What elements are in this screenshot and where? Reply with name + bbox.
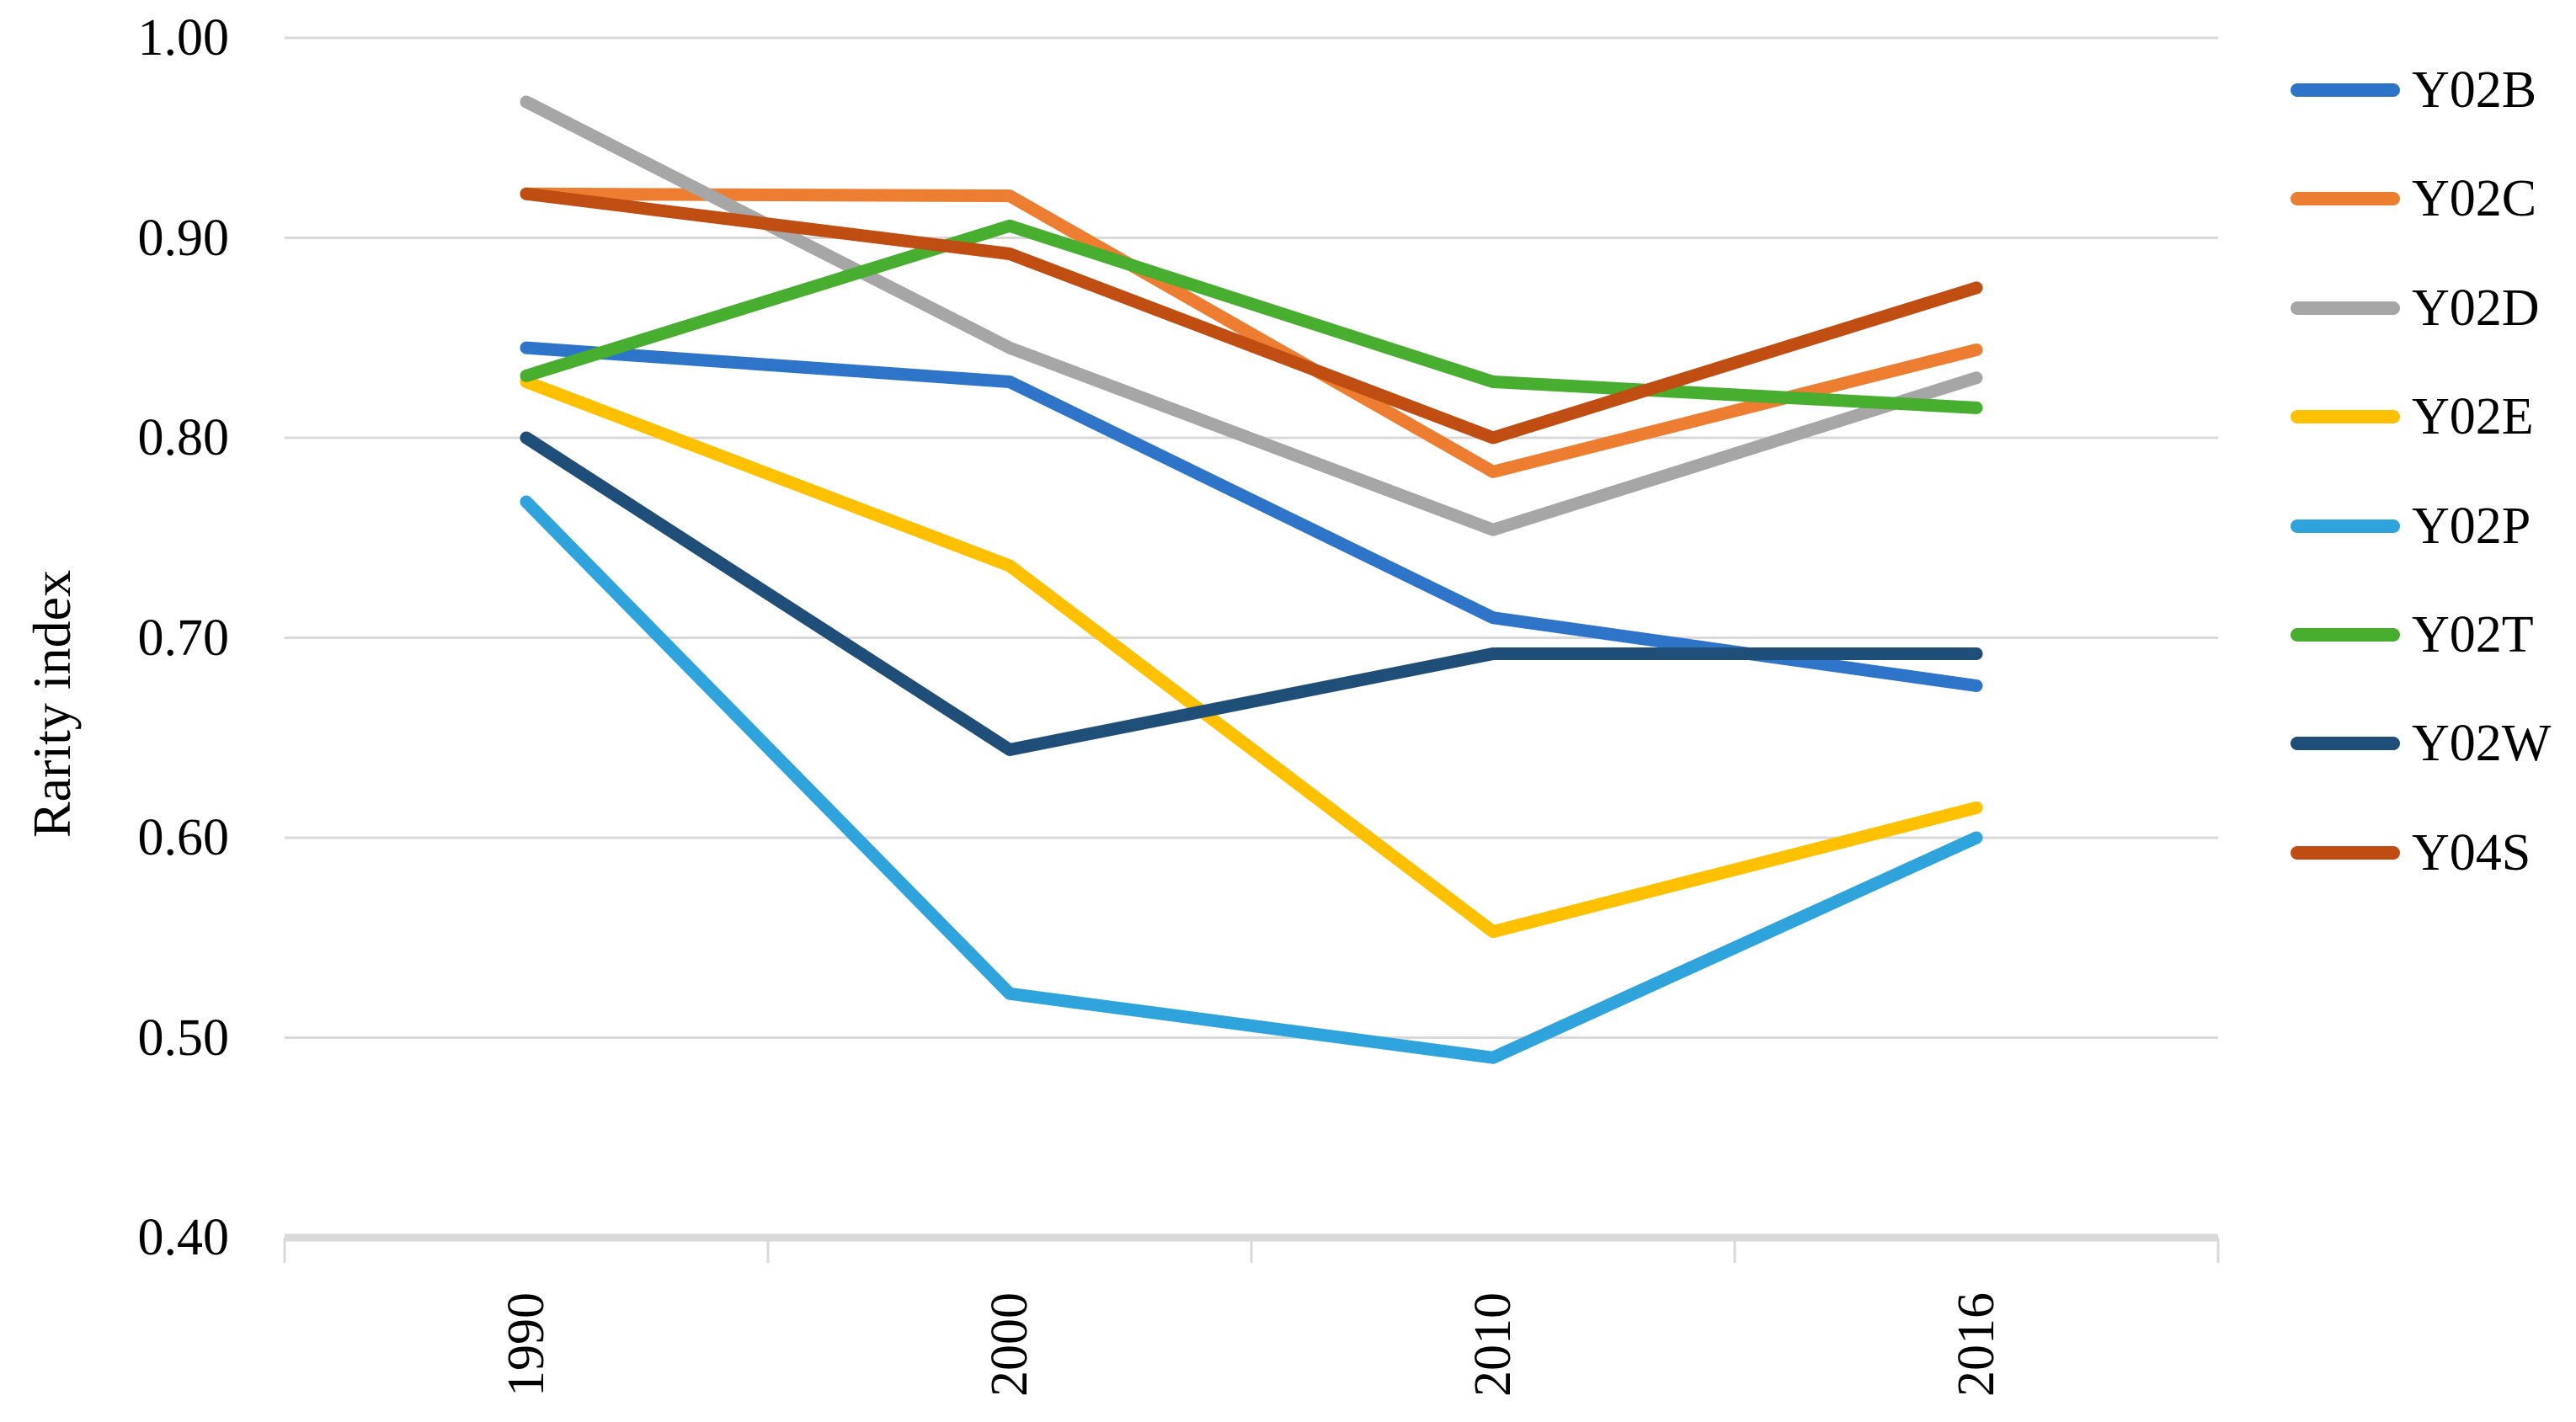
series-line-Y02W	[520, 431, 1983, 756]
legend-item-Y02D: Y02D	[2291, 282, 2540, 334]
y-tick-label: 0.40	[137, 1209, 230, 1266]
legend-swatch-Y02B	[2291, 83, 2400, 97]
legend-swatch-Y04S	[2291, 845, 2400, 860]
y-tick-label: 1.00	[137, 9, 230, 67]
y-tick-label: 0.90	[137, 209, 230, 267]
series-line-Y02P	[520, 495, 1983, 1064]
legend-label: Y02D	[2412, 279, 2540, 337]
legend-item-Y02E: Y02E	[2291, 391, 2534, 443]
y-tick-label: 0.70	[137, 609, 230, 667]
legend-item-Y02C: Y02C	[2291, 173, 2536, 225]
legend-swatch-Y02W	[2291, 737, 2400, 751]
legend-item-Y02W: Y02W	[2291, 717, 2551, 770]
series-line-Y04S	[520, 187, 1983, 445]
x-tick-label: 2010	[1464, 1292, 1522, 1397]
legend-item-Y02B: Y02B	[2291, 64, 2536, 116]
legend-label: Y04S	[2412, 823, 2531, 881]
legend-swatch-Y02P	[2291, 519, 2400, 533]
legend-label: Y02B	[2412, 61, 2537, 119]
legend-swatch-Y02E	[2291, 410, 2400, 424]
legend-label: Y02E	[2412, 388, 2534, 446]
legend-swatch-Y02T	[2291, 628, 2400, 642]
legend-label: Y02C	[2412, 170, 2537, 228]
y-tick-label: 0.50	[137, 1009, 230, 1067]
legend-item-Y02P: Y02P	[2291, 500, 2531, 552]
legend-label: Y02W	[2412, 715, 2552, 773]
y-tick-label: 0.80	[137, 409, 230, 466]
x-tick-label: 1990	[498, 1292, 555, 1397]
y-tick-label: 0.60	[137, 809, 230, 866]
series-line-Y02T	[520, 219, 1983, 414]
x-tick-label: 2000	[981, 1292, 1038, 1397]
legend-item-Y02T: Y02T	[2291, 609, 2534, 661]
legend-label: Y02T	[2412, 606, 2534, 663]
legend-item-Y04S: Y04S	[2291, 827, 2531, 879]
x-tick-label: 2016	[1948, 1292, 2005, 1397]
series-line-Y02E	[520, 375, 1983, 939]
series-line-Y02C	[520, 187, 1983, 478]
legend-swatch-Y02C	[2291, 192, 2400, 206]
legend-swatch-Y02D	[2291, 301, 2400, 315]
y-axis-title: Rarity index	[22, 569, 82, 839]
legend-label: Y02P	[2412, 497, 2531, 555]
